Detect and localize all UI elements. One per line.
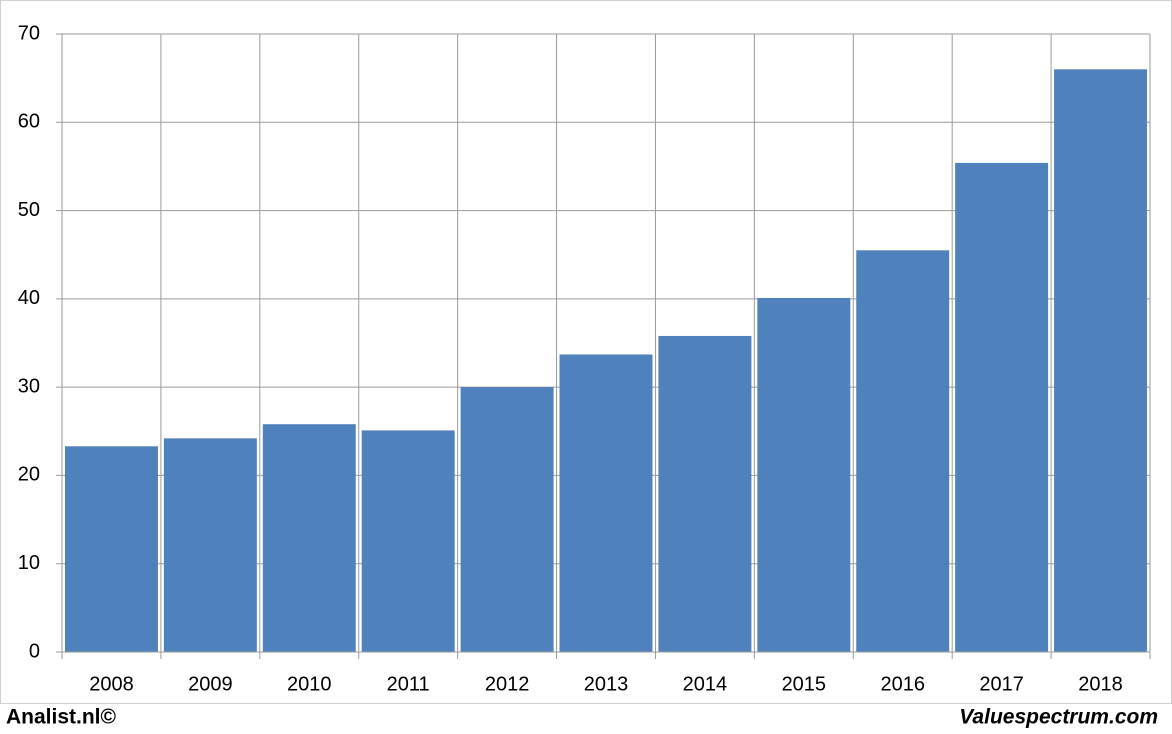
bar xyxy=(1054,69,1148,653)
bar xyxy=(955,162,1049,652)
x-tick-label: 2011 xyxy=(387,673,430,695)
x-tick-label: 2017 xyxy=(979,673,1024,695)
y-tick-label: 10 xyxy=(18,552,40,574)
x-tick-label: 2015 xyxy=(782,673,827,695)
x-tick-label: 2008 xyxy=(89,673,134,695)
x-tick-label: 2013 xyxy=(584,673,629,695)
y-tick-label: 20 xyxy=(18,464,40,486)
y-tick-label: 30 xyxy=(18,375,40,397)
x-tick-label: 2010 xyxy=(287,673,332,695)
bar xyxy=(757,297,851,652)
source-right: Valuespectrum.com xyxy=(959,706,1158,729)
source-left: Analist.nl© xyxy=(6,706,117,729)
bar xyxy=(460,387,554,652)
bar xyxy=(559,354,653,652)
x-tick-label: 2012 xyxy=(485,673,530,695)
bar xyxy=(658,335,752,652)
bar xyxy=(163,438,257,652)
y-tick-label: 60 xyxy=(18,111,40,133)
bar xyxy=(64,446,158,652)
x-tick-label: 2014 xyxy=(683,673,728,695)
y-tick-label: 70 xyxy=(18,22,40,44)
x-tick-label: 2018 xyxy=(1078,673,1123,695)
y-tick-label: 0 xyxy=(29,640,40,662)
x-tick-label: 2009 xyxy=(188,673,233,695)
bar xyxy=(361,430,455,652)
y-tick-label: 40 xyxy=(18,287,40,309)
x-tick-label: 2016 xyxy=(880,673,925,695)
bar xyxy=(262,424,356,652)
bar xyxy=(856,250,950,653)
y-tick-label: 50 xyxy=(18,199,40,221)
